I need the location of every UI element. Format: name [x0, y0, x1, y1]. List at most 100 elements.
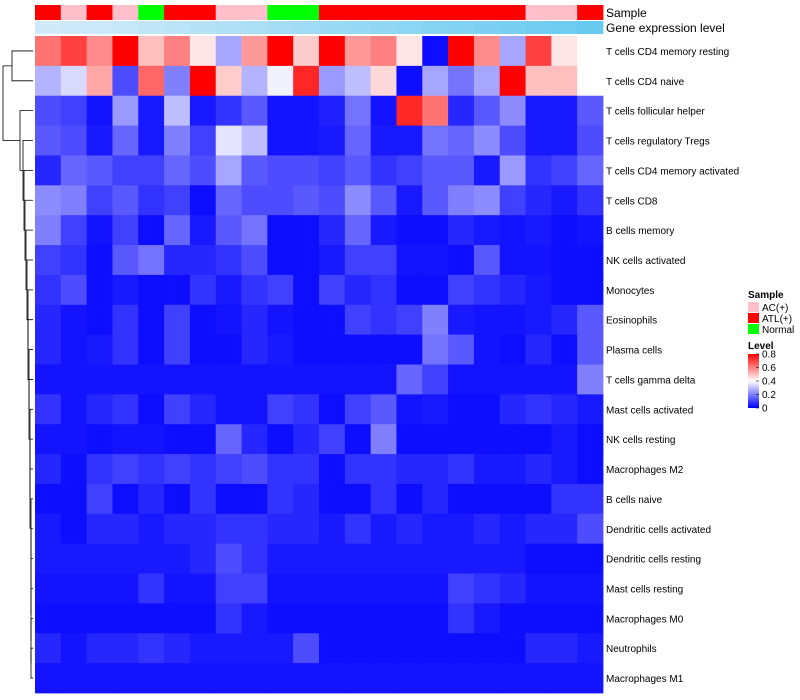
heatmap-cell [473, 633, 501, 664]
gene-expression-cell [473, 21, 501, 34]
heatmap-cell [499, 155, 526, 186]
heatmap-cell [112, 304, 139, 336]
row-label: Plasma cells [606, 346, 662, 357]
heatmap-cell [164, 304, 191, 336]
heatmap-cell [344, 304, 372, 336]
heatmap-cell [577, 185, 604, 216]
heatmap-cell [293, 215, 320, 246]
heatmap-cell [319, 334, 346, 365]
heatmap-cell [267, 334, 294, 365]
gene-expression-cell [551, 21, 578, 34]
heatmap-cell [86, 125, 113, 156]
heatmap-cell [215, 364, 242, 395]
heatmap-cell [370, 633, 397, 664]
heatmap-cell [473, 603, 501, 634]
heatmap-cell [525, 424, 552, 455]
heatmap-cell [241, 65, 268, 97]
heatmap-cell [499, 185, 526, 216]
heatmap-cell [241, 394, 268, 425]
heatmap-cell [164, 573, 191, 604]
heatmap-cell [577, 65, 604, 97]
heatmap-cell [319, 603, 346, 634]
heatmap-cell [241, 603, 268, 634]
gene-expression-annotation-bar [35, 21, 604, 34]
heatmap-cell [86, 304, 113, 336]
heatmap-cell [138, 36, 165, 67]
heatmap-cell [60, 245, 88, 276]
heatmap-cell [525, 36, 552, 67]
heatmap-cell [473, 304, 501, 336]
heatmap-cell [396, 304, 423, 336]
heatmap-cell [473, 125, 501, 156]
gene-expression-cell [189, 21, 217, 34]
heatmap-cell [112, 274, 139, 306]
heatmap-cell [370, 454, 397, 485]
gene-expression-cell [499, 21, 526, 34]
heatmap-cell [293, 603, 320, 634]
heatmap-cell [267, 663, 294, 694]
sample-annotation-label: Sample [606, 6, 647, 20]
heatmap-cell [448, 394, 475, 425]
heatmap-cell [138, 394, 165, 425]
heatmap-cell [293, 513, 320, 545]
heatmap-cell [577, 633, 604, 664]
gene-expression-cell [448, 21, 475, 34]
heatmap-cell [164, 513, 191, 545]
gene-expression-cell [525, 21, 552, 34]
heatmap-cell [448, 245, 475, 276]
heatmap-cell [164, 215, 191, 246]
heatmap-cell [448, 334, 475, 365]
heatmap-cell [241, 424, 268, 455]
row-label: NK cells resting [606, 435, 675, 446]
legend-sample-title: Sample [748, 290, 784, 301]
heatmap-cell [164, 394, 191, 425]
heatmap-cell [293, 274, 320, 306]
legend-sample-label: Normal [762, 325, 794, 336]
dendrogram-branch [28, 379, 33, 440]
heatmap-cell [86, 543, 113, 574]
heatmap-cell [215, 424, 242, 455]
heatmap-cell [35, 245, 62, 276]
heatmap-cell [551, 513, 578, 545]
gene-expression-cell [344, 21, 372, 34]
heatmap-cell [86, 95, 113, 126]
heatmap-cell [164, 95, 191, 126]
heatmap-cell [499, 95, 526, 126]
heatmap-cell [370, 394, 397, 425]
heatmap-cell [473, 424, 501, 455]
heatmap-cell [525, 185, 552, 216]
heatmap-cell [267, 543, 294, 574]
heatmap-cell [189, 185, 217, 216]
heatmap-cell [448, 663, 475, 694]
dendrogram-branch [27, 319, 33, 380]
heatmap-cell [215, 513, 242, 545]
gene-expression-cell [35, 21, 62, 34]
heatmap-cell [112, 663, 139, 694]
heatmap-cell [35, 633, 62, 664]
heatmap-cell [319, 125, 346, 156]
heatmap-cell [396, 65, 423, 97]
heatmap-cell [215, 483, 242, 515]
heatmap-cell [370, 573, 397, 604]
gene-expression-cell [60, 21, 88, 34]
heatmap-cell [35, 95, 62, 126]
heatmap-cell [448, 36, 475, 67]
sample-annotation-cell [35, 5, 62, 20]
sample-annotation-cell [370, 5, 397, 20]
heatmap-cell [60, 304, 88, 336]
heatmap-cell [319, 573, 346, 604]
heatmap-cell [215, 65, 242, 97]
heatmap-cell [448, 483, 475, 515]
sample-annotation-cell [267, 5, 294, 20]
heatmap-cell [293, 65, 320, 97]
heatmap-cell [422, 65, 449, 97]
heatmap-cell [499, 215, 526, 246]
heatmap-cell [293, 663, 320, 694]
heatmap-cell [344, 125, 372, 156]
heatmap-cell [344, 36, 372, 67]
legend-level-tick-label: 0 [762, 404, 768, 415]
heatmap-cell [499, 633, 526, 664]
dendrogram-branch [11, 50, 33, 82]
heatmap-cell [396, 573, 423, 604]
heatmap-cell [551, 394, 578, 425]
